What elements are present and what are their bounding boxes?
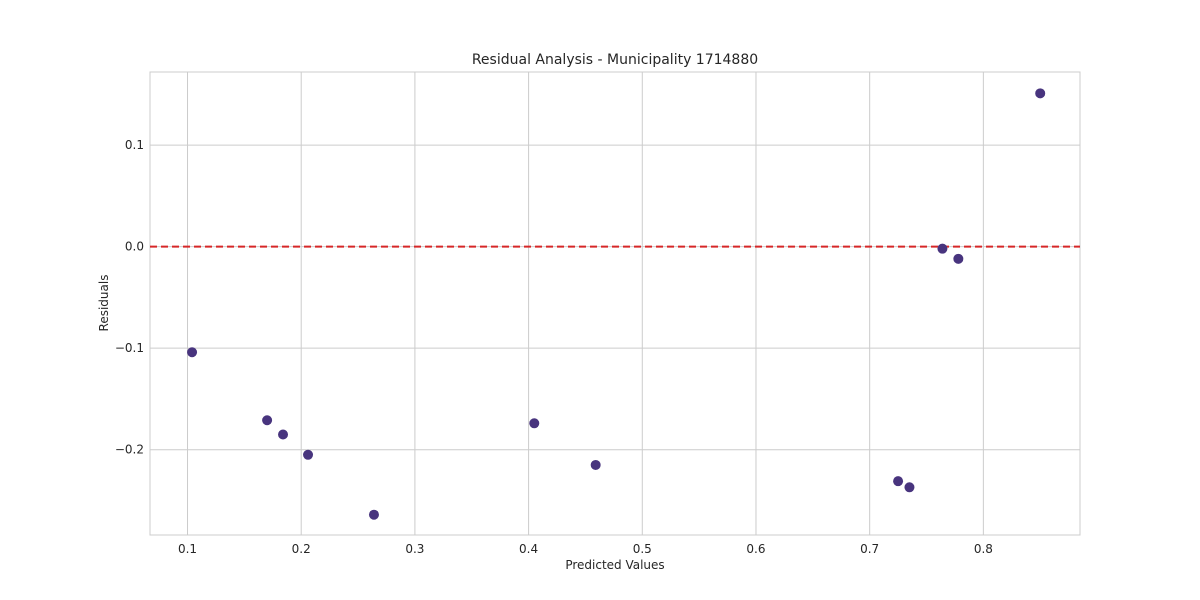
- plot-area: [149, 71, 1081, 536]
- data-point: [278, 429, 289, 440]
- y-tick-labels: −0.2 −0.1 0.0 0.1: [115, 138, 144, 457]
- data-point: [368, 509, 379, 520]
- data-point: [187, 347, 198, 358]
- data-point: [1035, 88, 1046, 99]
- data-point: [590, 459, 601, 470]
- x-axis-label: Predicted Values: [565, 558, 664, 572]
- x-tick-label: 0.6: [746, 542, 765, 556]
- x-tick-label: 0.8: [974, 542, 993, 556]
- y-axis-label: Residuals: [97, 275, 111, 332]
- x-tick-label: 0.5: [633, 542, 652, 556]
- data-point: [303, 449, 314, 460]
- y-tick-label: −0.2: [115, 443, 144, 457]
- data-point: [953, 253, 964, 264]
- x-tick-label: 0.2: [292, 542, 311, 556]
- x-tick-label: 0.1: [178, 542, 197, 556]
- data-point: [904, 482, 915, 493]
- x-tick-label: 0.7: [860, 542, 879, 556]
- data-points: [187, 88, 1046, 520]
- x-tick-label: 0.3: [405, 542, 424, 556]
- grid: [150, 72, 1080, 535]
- y-tick-label: 0.0: [125, 240, 144, 254]
- data-point: [262, 415, 273, 426]
- data-point: [529, 418, 540, 429]
- data-point: [937, 243, 948, 254]
- chart-title: Residual Analysis - Municipality 1714880: [472, 52, 758, 68]
- x-tick-label: 0.4: [519, 542, 538, 556]
- x-tick-labels: 0.1 0.2 0.3 0.4 0.5 0.6 0.7 0.8: [178, 542, 993, 556]
- y-tick-label: 0.1: [125, 138, 144, 152]
- y-tick-label: −0.1: [115, 341, 144, 355]
- data-point: [893, 476, 904, 487]
